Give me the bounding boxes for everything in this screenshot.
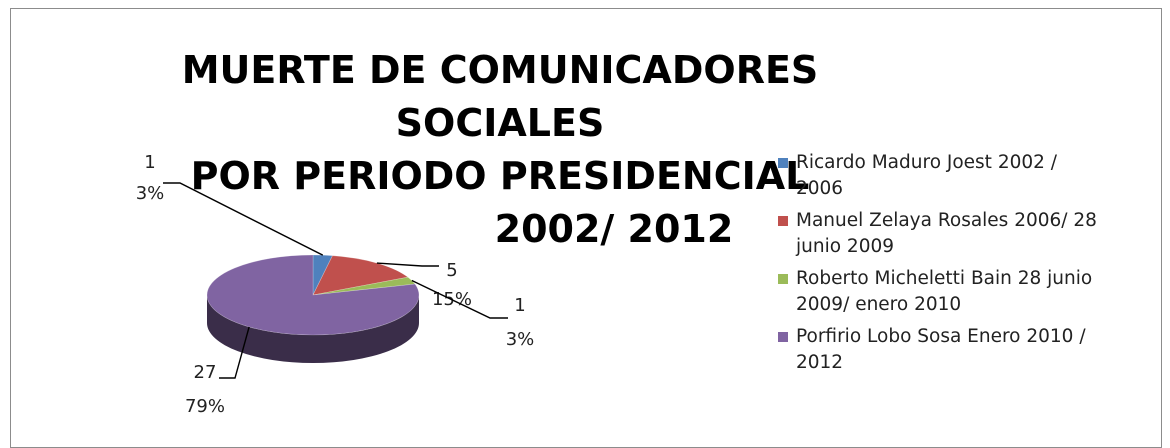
chart-title-line-1: MUERTE DE COMUNICADORES SOCIALES [181,48,819,145]
legend: Ricardo Maduro Joest 2002 / 2006 Manuel … [778,150,1158,382]
legend-swatch [778,158,788,168]
legend-label-line-1: Manuel Zelaya Rosales 2006/ 28 [796,210,1097,231]
legend-swatch [778,274,788,284]
legend-label-line-2: 2012 [796,352,844,373]
pie-slice-3 [312,276,416,296]
data-label-value-3: 1 [514,295,525,316]
leader-line-2 [376,262,439,267]
chart-title-line-3: 2002/ 2012 [494,207,734,251]
legend-item-micheletti: Roberto Micheletti Bain 28 junio 2009/ e… [778,266,1158,318]
pie-slice-2 [312,255,409,296]
legend-item-lobo: Porfirio Lobo Sosa Enero 2010 / 2012 [778,324,1158,376]
data-label-percent-4: 79% [185,396,225,417]
leader-line-1 [163,182,324,256]
legend-label-line-1: Roberto Micheletti Bain 28 junio [796,268,1093,289]
legend-label-line-1: Ricardo Maduro Joest 2002 / [796,152,1058,173]
legend-label-line-2: 2006 [796,178,844,199]
pie-slice-4 [206,254,420,336]
legend-swatch [778,216,788,226]
legend-label-line-2: junio 2009 [796,236,895,257]
data-label-value-4: 27 [194,362,217,383]
data-label-value-1: 1 [144,152,155,173]
leader-line-4 [219,326,250,379]
data-label-percent-1: 3% [136,183,165,204]
legend-swatch [778,332,788,342]
legend-item-maduro: Ricardo Maduro Joest 2002 / 2006 [778,150,1158,202]
legend-item-zelaya: Manuel Zelaya Rosales 2006/ 28 junio 200… [778,208,1158,260]
legend-label-line-2: 2009/ enero 2010 [796,294,962,315]
data-label-value-2: 5 [446,260,457,281]
pie-slice-side-4 [207,295,419,363]
legend-label-line-1: Porfirio Lobo Sosa Enero 2010 / [796,326,1086,347]
leader-line-3 [411,279,508,319]
chart-title-line-2: POR PERIODO PRESIDENCIAL [190,154,810,198]
data-label-percent-3: 3% [506,329,535,350]
chart-title: MUERTE DE COMUNICADORES SOCIALES POR PER… [120,44,880,256]
